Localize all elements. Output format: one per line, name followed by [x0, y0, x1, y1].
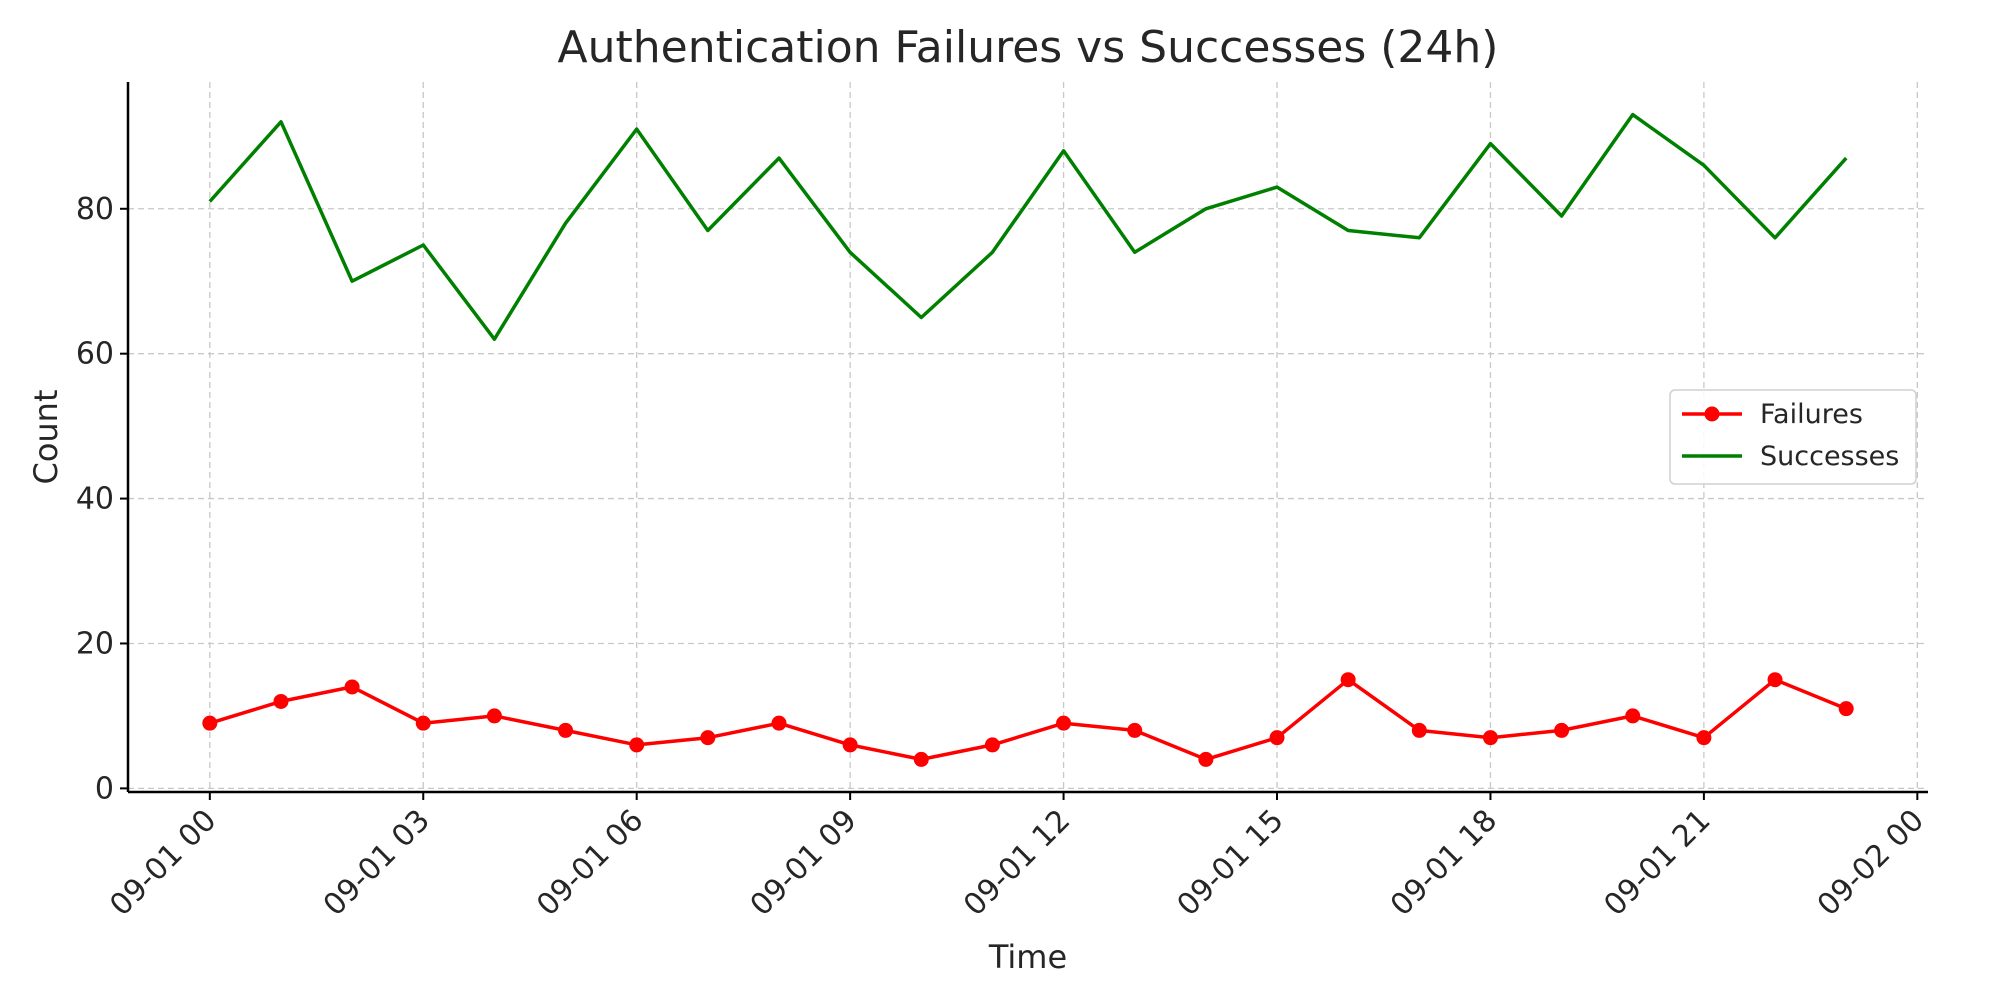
failures-point	[1127, 723, 1142, 738]
failures-point	[843, 737, 858, 752]
x-tick-label: 09-01 00	[103, 803, 223, 923]
gridlines	[128, 82, 1928, 792]
successes-series-line	[210, 115, 1846, 340]
failures-point	[202, 716, 217, 731]
failures-point	[771, 716, 786, 731]
failures-point	[1412, 723, 1427, 738]
legend: Failures Successes	[1670, 390, 1916, 484]
x-tick-label: 09-01 03	[317, 803, 437, 923]
tick-labels: 0 20 40 60 80 09-01 00 09-01 03 09-01 06 09-01 0…	[76, 192, 1931, 923]
x-tick-label: 09-01 21	[1597, 803, 1717, 923]
failures-point	[1270, 730, 1285, 745]
x-axis-label: Time	[988, 938, 1067, 976]
x-tick-label: 09-01 09	[744, 803, 864, 923]
failures-point	[1056, 716, 1071, 731]
x-tick-label: 09-02 00	[1811, 803, 1931, 923]
x-tick-label: 09-01 12	[957, 803, 1077, 923]
failures-point	[1554, 723, 1569, 738]
x-tick-label: 09-01 15	[1171, 803, 1291, 923]
failures-point	[1696, 730, 1711, 745]
failures-series-line	[210, 680, 1846, 760]
failures-point	[1839, 701, 1854, 716]
y-tick-label: 80	[76, 192, 114, 227]
failures-point	[1341, 672, 1356, 687]
x-tick-label: 09-01 18	[1384, 803, 1504, 923]
legend-failures-marker	[1705, 407, 1720, 422]
failures-point	[1483, 730, 1498, 745]
x-tick-label: 09-01 06	[530, 803, 650, 923]
y-axis-label: Count	[27, 389, 65, 484]
legend-failures-label: Failures	[1760, 399, 1863, 430]
legend-successes-label: Successes	[1760, 441, 1899, 472]
failures-point	[914, 752, 929, 767]
failures-point	[416, 716, 431, 731]
axes	[128, 82, 1928, 792]
failures-point	[1768, 672, 1783, 687]
failures-point	[985, 737, 1000, 752]
y-tick-label: 40	[76, 482, 114, 517]
failures-point	[1198, 752, 1213, 767]
failures-point	[487, 708, 502, 723]
failures-point	[345, 679, 360, 694]
chart-title: Authentication Failures vs Successes (24…	[558, 22, 1499, 73]
y-tick-label: 60	[76, 337, 114, 372]
failures-point	[558, 723, 573, 738]
failures-point	[273, 694, 288, 709]
failures-point	[629, 737, 644, 752]
failures-point	[700, 730, 715, 745]
y-tick-label: 20	[76, 626, 114, 661]
failures-point	[1625, 708, 1640, 723]
y-tick-label: 0	[95, 771, 114, 806]
plot-series	[202, 115, 1853, 767]
